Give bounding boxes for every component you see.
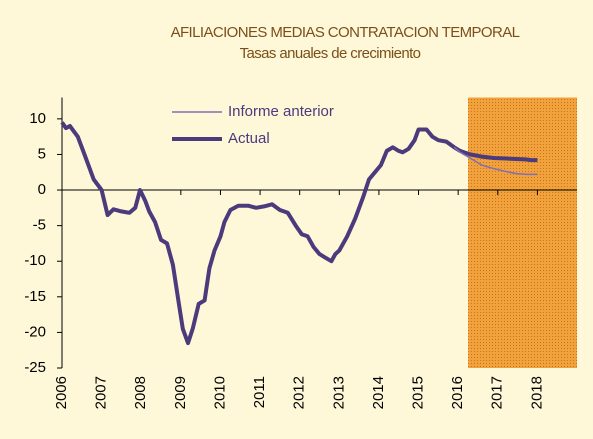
y-tick-label: -15 [24, 288, 46, 305]
chart-subtitle: Tasas anuales de crecimiento [240, 45, 421, 62]
x-tick-label: 2010 [211, 376, 228, 409]
legend-label: Actual [228, 130, 270, 147]
series-line [60, 121, 538, 346]
x-tick-label: 2014 [370, 376, 387, 409]
x-tick-label: 2008 [132, 376, 149, 409]
y-tick-label: 0 [38, 181, 46, 198]
y-tick-label: 5 [38, 145, 46, 162]
x-tick-label: 2015 [410, 376, 427, 409]
x-tick-label: 2017 [489, 376, 506, 409]
x-tick-label: 2013 [330, 376, 347, 409]
y-tick-label: -5 [33, 217, 46, 234]
x-tick-label: 2016 [449, 376, 466, 409]
y-tick-label: 10 [29, 110, 46, 127]
x-tick-label: 2009 [172, 376, 189, 409]
legend-label: Informe anterior [228, 103, 334, 120]
y-tick-label: -20 [24, 323, 46, 340]
x-tick-label: 2006 [53, 376, 70, 409]
x-tick-label: 2012 [291, 376, 308, 409]
series-line [453, 146, 538, 176]
x-tick-label: 2007 [93, 376, 110, 409]
x-tick-label: 2018 [528, 376, 545, 409]
plot-area: -25 -20 -15 -10 -5 0 5 10 2006 2007 2008 2009 2010 20… [24, 97, 577, 409]
chart-title: AFILIACIONES MEDIAS CONTRATACION TEMPORA… [171, 24, 520, 41]
x-tick-label: 2011 [251, 376, 268, 408]
y-tick-label: -10 [24, 252, 46, 269]
forecast-shade-pattern [468, 97, 577, 368]
y-tick-label: -25 [24, 359, 46, 376]
